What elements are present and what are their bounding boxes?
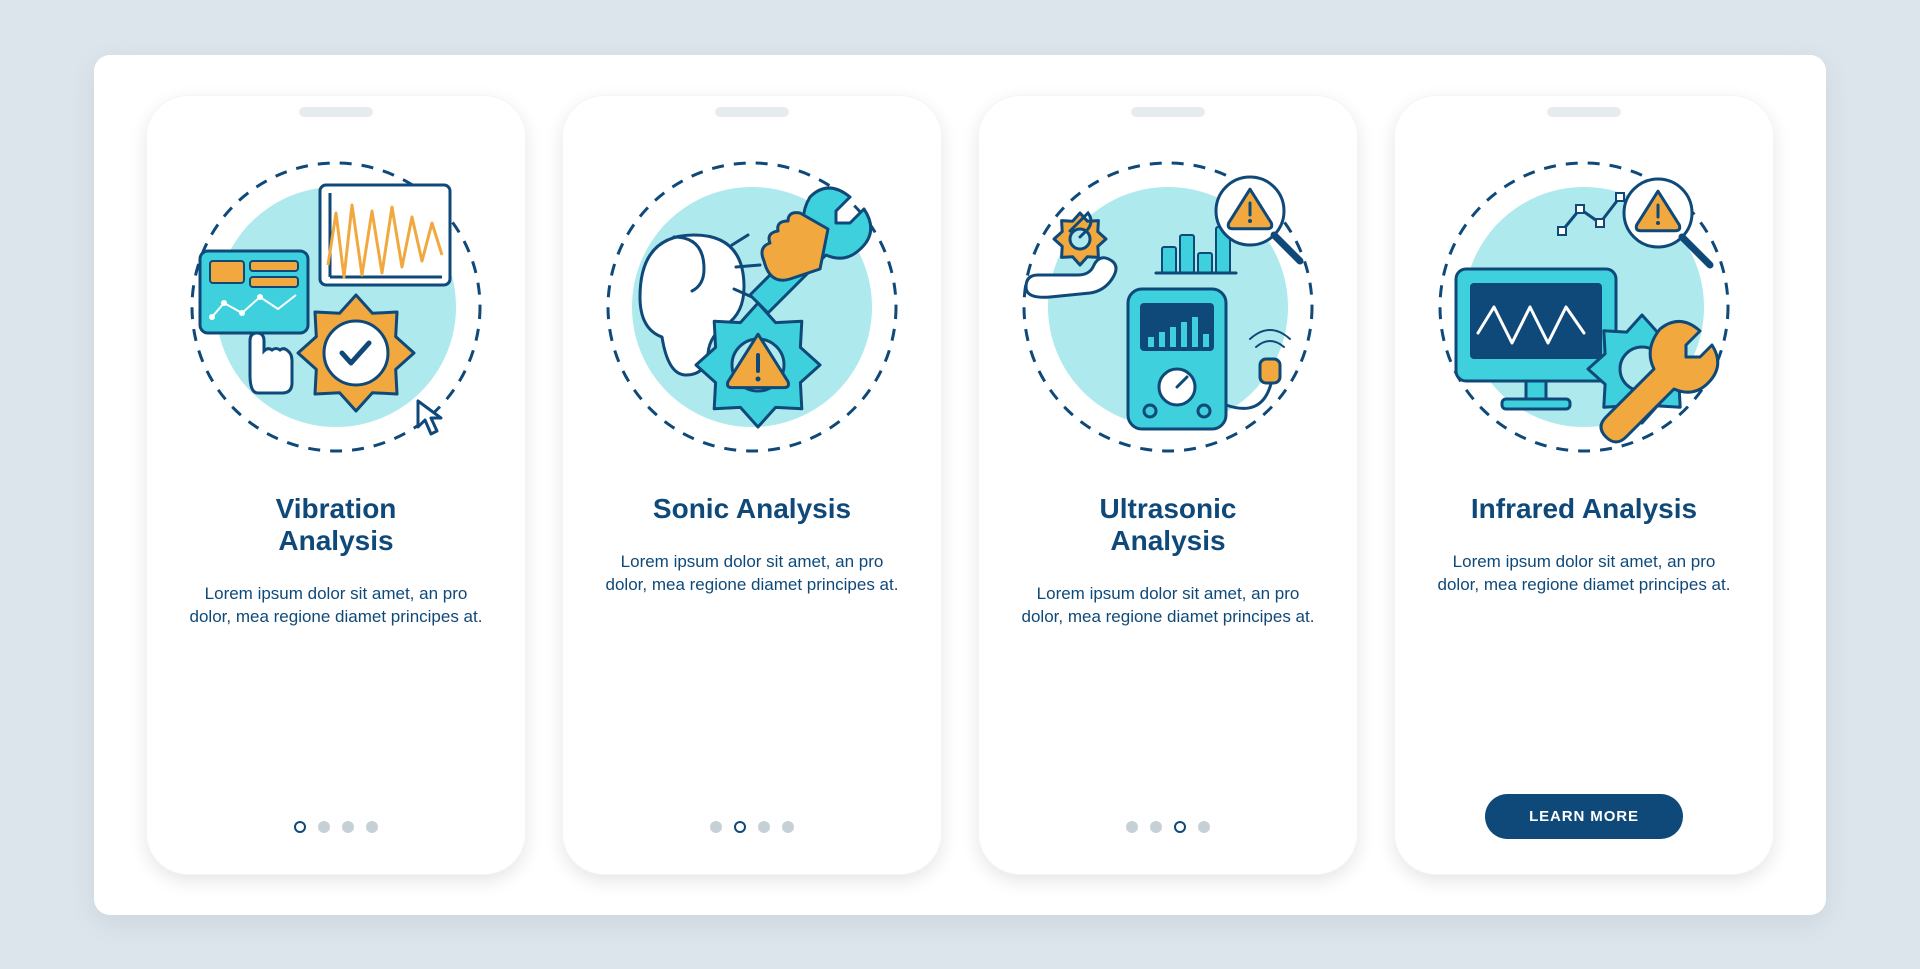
learn-more-button[interactable]: LEARN MORE [1485, 794, 1683, 839]
phone-notch [715, 107, 789, 117]
gear-warning-icon [696, 303, 820, 427]
ultrasonic-analysis-icon [1018, 157, 1318, 457]
pagination-dot[interactable] [758, 821, 770, 833]
chart-panel [320, 185, 450, 285]
pagination-dot[interactable] [366, 821, 378, 833]
phone-infrared: Infrared Analysis Lorem ipsum dolor sit … [1394, 95, 1774, 875]
pagination-dots [1126, 821, 1210, 833]
pagination-dot[interactable] [318, 821, 330, 833]
stage: Vibration Analysis Lorem ipsum dolor sit… [0, 0, 1920, 969]
phone-notch [1131, 107, 1205, 117]
screen-title: Ultrasonic Analysis [1100, 493, 1237, 557]
phone-ultrasonic: Ultrasonic Analysis Lorem ipsum dolor si… [978, 95, 1358, 875]
illustration-vibration [186, 157, 486, 457]
pagination-dot[interactable] [782, 821, 794, 833]
infrared-analysis-icon [1434, 157, 1734, 457]
screen-title: Vibration Analysis [276, 493, 397, 557]
screen-desc: Lorem ipsum dolor sit amet, an pro dolor… [1434, 551, 1734, 597]
gear-check [298, 295, 414, 411]
pagination-dots [294, 821, 378, 833]
phone-notch [299, 107, 373, 117]
pagination-dot[interactable] [342, 821, 354, 833]
phone-vibration: Vibration Analysis Lorem ipsum dolor sit… [146, 95, 526, 875]
meter-icon [1128, 289, 1226, 429]
screen-desc: Lorem ipsum dolor sit amet, an pro dolor… [1018, 583, 1318, 629]
pagination-dots [710, 821, 794, 833]
pagination-dot[interactable] [734, 821, 746, 833]
card-row: Vibration Analysis Lorem ipsum dolor sit… [94, 55, 1826, 915]
pagination-dot[interactable] [1174, 821, 1186, 833]
sonic-analysis-icon [602, 157, 902, 457]
screen-title: Sonic Analysis [653, 493, 851, 525]
pagination-dot[interactable] [1198, 821, 1210, 833]
pagination-dot[interactable] [294, 821, 306, 833]
pagination-dot[interactable] [1126, 821, 1138, 833]
illustration-ultrasonic [1018, 157, 1318, 457]
vibration-analysis-icon [186, 157, 486, 457]
screen-desc: Lorem ipsum dolor sit amet, an pro dolor… [186, 583, 486, 629]
gear-wrench-icon [1588, 315, 1718, 442]
pagination-dot[interactable] [710, 821, 722, 833]
phone-notch [1547, 107, 1621, 117]
screen-desc: Lorem ipsum dolor sit amet, an pro dolor… [602, 551, 902, 597]
pagination-dot[interactable] [1150, 821, 1162, 833]
illustration-sonic [602, 157, 902, 457]
phone-sonic: Sonic Analysis Lorem ipsum dolor sit ame… [562, 95, 942, 875]
touch-panel [200, 251, 308, 393]
screen-title: Infrared Analysis [1471, 493, 1697, 525]
illustration-infrared [1434, 157, 1734, 457]
cursor-icon [418, 401, 441, 434]
